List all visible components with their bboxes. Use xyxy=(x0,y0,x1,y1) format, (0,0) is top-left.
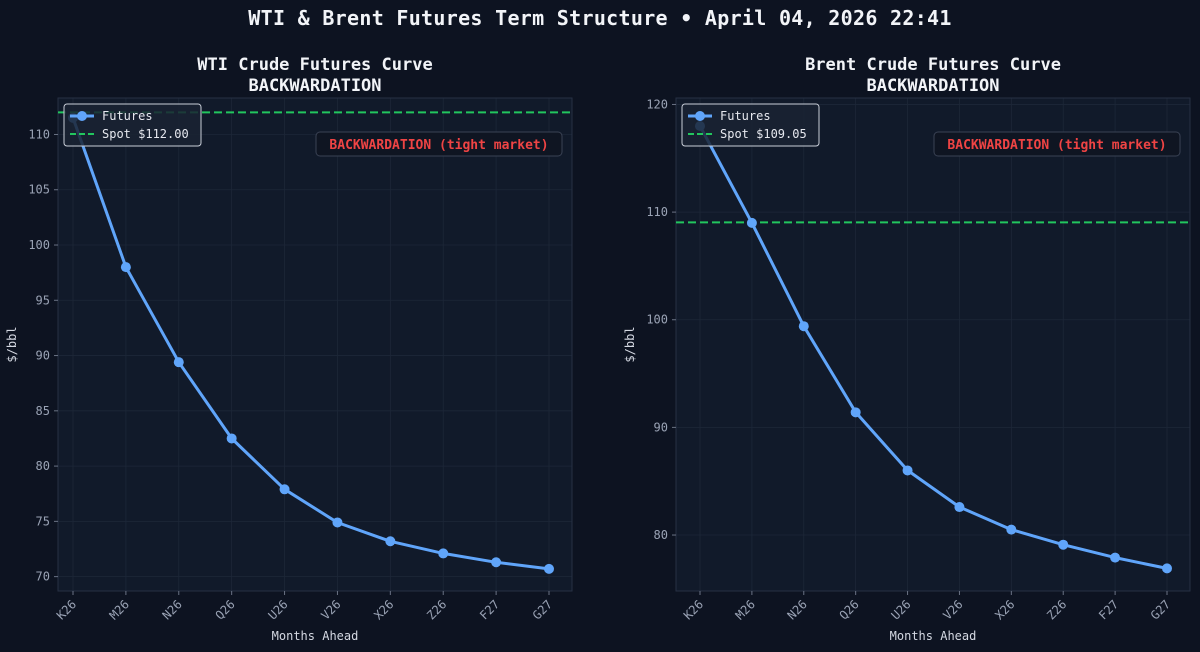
wti-x-tick-label: F27 xyxy=(477,597,502,622)
wti-y-tick-label: 85 xyxy=(36,404,50,418)
wti-legend-box xyxy=(63,103,202,147)
brent-chart-subtitle: BACKWARDATION xyxy=(866,76,999,96)
brent-futures-point xyxy=(1162,563,1172,574)
wti-legend-futures-label: Futures xyxy=(102,109,153,123)
brent-futures-point xyxy=(798,321,809,332)
brent-futures-point xyxy=(954,502,965,513)
brent-x-tick-label: U26 xyxy=(888,597,913,622)
brent-chart-title: Brent Crude Futures Curve xyxy=(805,55,1061,75)
brent-y-tick-label: 110 xyxy=(646,205,668,219)
brent-x-tick-label: G27 xyxy=(1148,597,1173,622)
brent-x-tick-label: X26 xyxy=(992,597,1017,622)
wti-y-tick-label: 110 xyxy=(28,127,50,141)
wti-y-tick-label: 105 xyxy=(28,183,50,197)
wti-chart-subtitle: BACKWARDATION xyxy=(248,76,381,96)
wti-x-tick-label: V26 xyxy=(318,597,343,622)
brent-y-tick-label: 100 xyxy=(646,313,668,327)
brent-y-tick-label: 90 xyxy=(654,420,668,434)
brent-x-tick-label: K26 xyxy=(681,597,706,622)
brent-x-axis-label: Months Ahead xyxy=(890,629,977,643)
wti-futures-point xyxy=(385,536,396,547)
brent-plot-frame xyxy=(675,97,1191,592)
wti-y-tick-label: 90 xyxy=(36,349,50,363)
wti-x-tick-label: K26 xyxy=(54,597,79,622)
brent-futures-line xyxy=(698,125,1168,570)
brent-y-tick-label: 80 xyxy=(654,528,668,542)
wti-chart-title: WTI Crude Futures Curve xyxy=(197,55,432,75)
wti-y-axis-label: $/bbl xyxy=(5,326,19,362)
brent-futures-point xyxy=(746,217,757,228)
brent-legend-box xyxy=(681,103,820,147)
wti-y-tick-label: 95 xyxy=(36,293,50,307)
wti-legend-futures-marker xyxy=(77,111,87,121)
brent-futures-point xyxy=(1006,524,1017,535)
brent-futures-point xyxy=(1110,552,1121,563)
brent-annotation-box xyxy=(933,131,1181,157)
brent-futures-point xyxy=(850,407,861,418)
wti-x-tick-label: X26 xyxy=(371,597,396,622)
wti-plot-area xyxy=(58,98,572,591)
brent-annotation-text: BACKWARDATION (tight market) xyxy=(947,138,1166,153)
brent-x-tick-label: N26 xyxy=(785,597,810,622)
brent-x-tick-label: F27 xyxy=(1096,597,1121,622)
brent-x-tick-label: M26 xyxy=(733,597,758,622)
wti-x-tick-label: M26 xyxy=(107,597,132,622)
brent-x-tick-label: V26 xyxy=(940,597,965,622)
wti-plot-frame xyxy=(57,97,573,592)
wti-futures-point xyxy=(173,357,184,368)
wti-annotation-box xyxy=(315,131,563,157)
brent-futures-point xyxy=(1058,539,1069,550)
wti-futures-point xyxy=(226,433,237,444)
wti-y-tick-label: 75 xyxy=(36,514,50,528)
wti-x-tick-label: U26 xyxy=(265,597,290,622)
brent-futures-point xyxy=(902,465,913,476)
wti-futures-point xyxy=(491,557,502,568)
wti-futures-point xyxy=(332,517,343,528)
wti-legend-spot-label: Spot $112.00 xyxy=(102,127,189,141)
wti-x-axis-label: Months Ahead xyxy=(272,629,359,643)
wti-annotation-text: BACKWARDATION (tight market) xyxy=(329,138,548,153)
brent-plot-area xyxy=(676,98,1190,591)
wti-y-tick-label: 70 xyxy=(36,570,50,584)
wti-x-tick-label: Z26 xyxy=(424,597,449,622)
wti-futures-point xyxy=(120,262,131,273)
wti-x-tick-label: N26 xyxy=(160,597,185,622)
wti-futures-point xyxy=(279,484,290,495)
wti-futures-point xyxy=(544,563,554,574)
wti-futures-line xyxy=(71,117,550,571)
wti-y-tick-label: 100 xyxy=(28,238,50,252)
wti-x-tick-label: G27 xyxy=(530,597,555,622)
brent-y-tick-label: 120 xyxy=(646,97,668,111)
brent-legend-futures-label: Futures xyxy=(720,109,771,123)
figure-title: WTI & Brent Futures Term Structure • Apr… xyxy=(248,6,952,30)
brent-x-tick-label: Z26 xyxy=(1044,597,1069,622)
brent-y-axis-label: $/bbl xyxy=(623,326,637,362)
brent-legend-futures-marker xyxy=(695,111,705,121)
wti-futures-point xyxy=(438,548,449,559)
wti-x-tick-label: Q26 xyxy=(213,597,238,622)
brent-legend-spot-label: Spot $109.05 xyxy=(720,127,807,141)
wti-y-tick-label: 80 xyxy=(36,459,50,473)
brent-x-tick-label: Q26 xyxy=(837,597,862,622)
